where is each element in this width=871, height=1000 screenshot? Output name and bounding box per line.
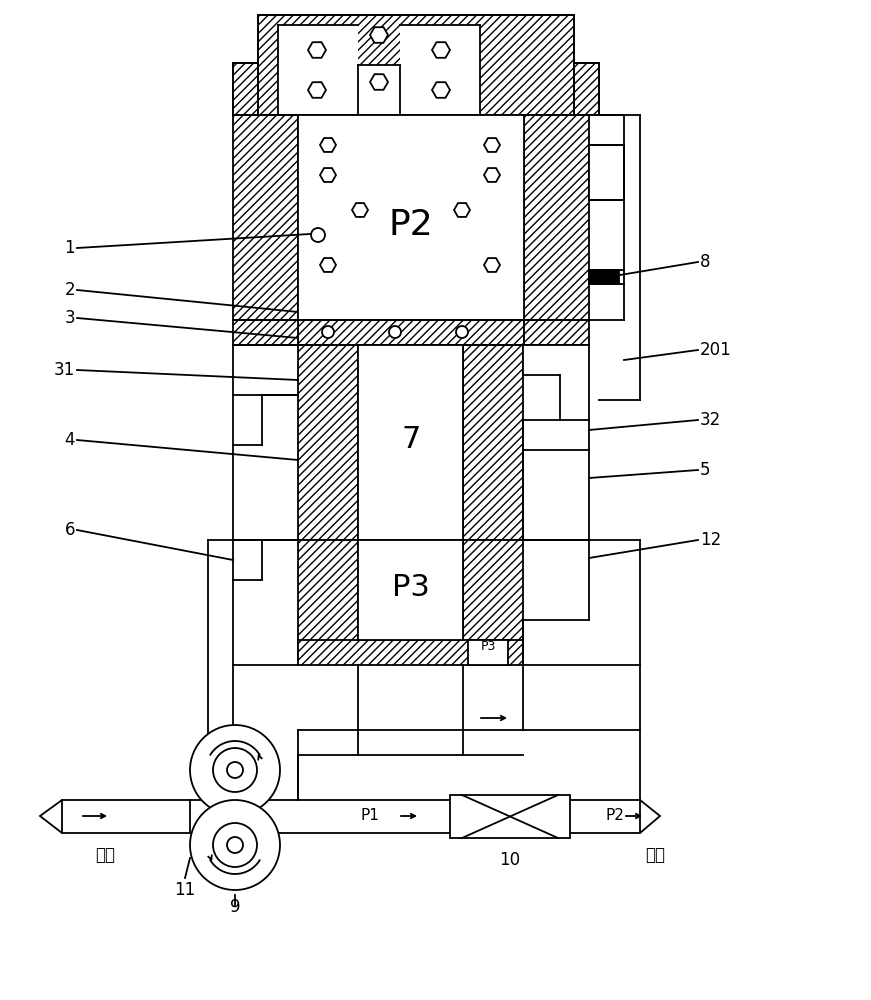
Bar [258,15,574,115]
Bar [450,795,570,838]
Polygon shape [370,74,388,90]
Bar [298,540,358,660]
Text: P2: P2 [605,808,625,824]
Text: 31: 31 [54,361,75,379]
Polygon shape [308,82,326,98]
Text: P3: P3 [480,641,496,654]
Text: 10: 10 [499,851,521,869]
Bar [298,115,524,320]
Polygon shape [352,203,368,217]
Polygon shape [484,258,500,272]
Polygon shape [370,27,388,43]
Text: 3: 3 [64,309,75,327]
Bar [233,63,258,115]
Circle shape [456,326,468,338]
Bar [400,25,480,115]
Text: 1: 1 [64,239,75,257]
Text: 4: 4 [64,431,75,449]
Text: 5: 5 [700,461,711,479]
Circle shape [190,800,280,890]
Circle shape [227,837,243,853]
Bar [589,145,624,200]
Bar [298,640,523,665]
Bar [298,320,524,345]
Polygon shape [432,42,450,58]
Polygon shape [640,800,660,833]
Circle shape [213,748,257,792]
Text: 进口: 进口 [95,846,115,864]
Bar [358,65,400,115]
Polygon shape [484,138,500,152]
Bar [524,115,589,320]
Polygon shape [484,168,500,182]
Bar [358,345,463,540]
Bar [463,540,523,660]
Circle shape [389,326,401,338]
Bar [589,270,619,284]
Bar [358,540,463,640]
Text: 32: 32 [700,411,721,429]
Polygon shape [308,42,326,58]
Text: 12: 12 [700,531,721,549]
Text: 7: 7 [402,426,421,454]
Polygon shape [454,203,470,217]
Circle shape [227,762,243,778]
Text: 2: 2 [64,281,75,299]
Text: 6: 6 [64,521,75,539]
Bar [524,320,589,345]
Bar [589,145,624,200]
Bar [468,640,508,665]
Bar [278,25,358,115]
Polygon shape [432,82,450,98]
Circle shape [322,326,334,338]
Text: 8: 8 [700,253,711,271]
Bar [233,320,298,345]
Circle shape [311,228,325,242]
Bar [463,345,523,540]
Polygon shape [320,138,336,152]
Text: P2: P2 [388,208,434,242]
Text: 出口: 出口 [645,846,665,864]
Circle shape [190,725,280,815]
Text: 201: 201 [700,341,732,359]
Bar [523,345,589,375]
Bar [574,63,599,115]
Bar [233,115,298,320]
Text: 9: 9 [230,898,240,916]
Text: P3: P3 [392,574,430,602]
Circle shape [213,823,257,867]
Text: 11: 11 [174,881,196,899]
Text: P1: P1 [361,808,380,824]
Polygon shape [320,258,336,272]
Polygon shape [40,800,62,833]
Polygon shape [320,168,336,182]
Bar [298,345,358,540]
